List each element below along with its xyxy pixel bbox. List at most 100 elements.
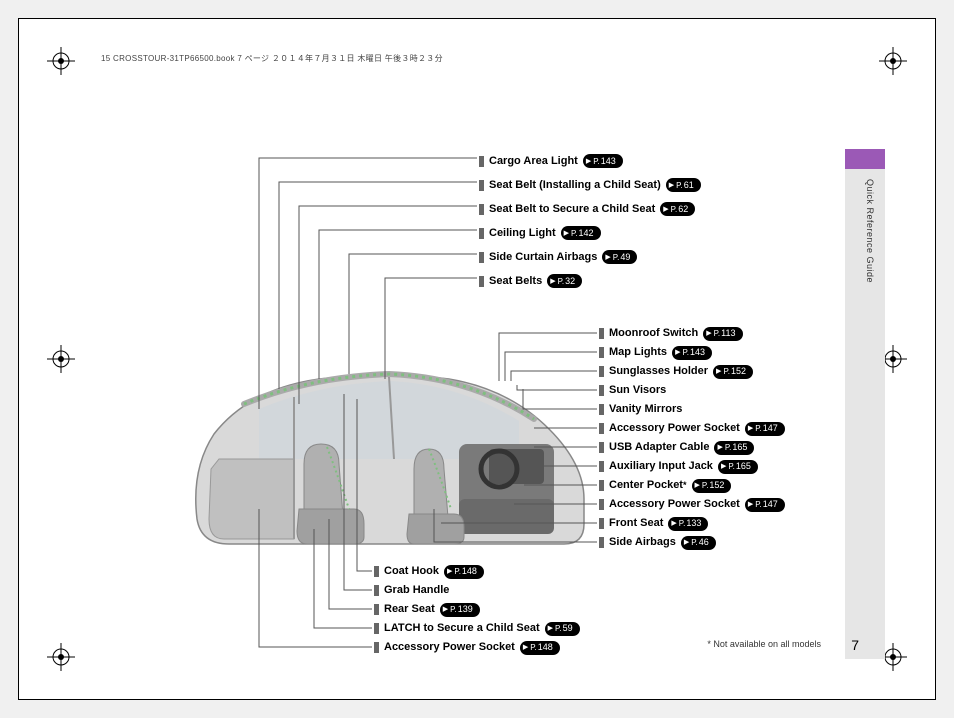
- callout-item: Ceiling Light P.142: [479, 221, 829, 245]
- callout-item: Map Lights P.143: [599, 343, 939, 362]
- callout-label: Ceiling Light: [489, 224, 556, 243]
- callout-label: Auxiliary Input Jack: [609, 457, 713, 476]
- crop-mark-tr: [879, 47, 907, 75]
- bullet-icon: [479, 276, 484, 287]
- callout-item: Seat Belt to Secure a Child Seat P.62: [479, 197, 829, 221]
- callout-label: Vanity Mirrors: [609, 400, 682, 419]
- callout-item: Accessory Power Socket P.147: [599, 419, 939, 438]
- callout-item: Moonroof Switch P.113: [599, 324, 939, 343]
- callout-label: Moonroof Switch: [609, 324, 698, 343]
- bullet-icon: [599, 404, 604, 415]
- page-ref-badge: P.46: [681, 536, 716, 550]
- page-ref-badge: P.152: [713, 365, 753, 379]
- callout-label: LATCH to Secure a Child Seat: [384, 619, 540, 638]
- callout-item: Sunglasses Holder P.152: [599, 362, 939, 381]
- bullet-icon: [374, 642, 379, 653]
- callout-item: Grab Handle: [374, 581, 724, 600]
- callout-item: Front Seat P.133: [599, 514, 939, 533]
- diagram-area: Cargo Area Light P.143 Seat Belt (Installi…: [189, 149, 835, 679]
- page-ref-badge: P.147: [745, 422, 785, 436]
- callout-item: Side Curtain Airbags P.49: [479, 245, 829, 269]
- callout-label: Accessory Power Socket: [609, 419, 740, 438]
- bullet-icon: [599, 328, 604, 339]
- callout-label: Front Seat: [609, 514, 663, 533]
- page-ref-badge: P.49: [602, 250, 637, 264]
- bullet-icon: [599, 499, 604, 510]
- callout-item: Auxiliary Input Jack P.165: [599, 457, 939, 476]
- callouts-bottom: Coat Hook P.148 Grab HandleRear Seat P.139 L…: [374, 562, 724, 657]
- bullet-icon: [374, 604, 379, 615]
- footnote: * Not available on all models: [707, 639, 821, 649]
- page-ref-badge: P.59: [545, 622, 580, 636]
- footnote-star: *: [683, 476, 687, 495]
- callout-item: Seat Belts P.32: [479, 269, 829, 293]
- callout-label: Seat Belt (Installing a Child Seat): [489, 176, 661, 195]
- page-ref-badge: P.165: [714, 441, 754, 455]
- car-cutaway-illustration: [189, 349, 589, 579]
- page-ref-badge: P.113: [703, 327, 742, 341]
- callout-label: Side Airbags: [609, 533, 676, 552]
- bullet-icon: [479, 204, 484, 215]
- callout-label: Seat Belts: [489, 272, 542, 291]
- callout-label: Center Pocket: [609, 476, 683, 495]
- page-ref-badge: P.139: [440, 603, 480, 617]
- callout-label: USB Adapter Cable: [609, 438, 709, 457]
- bullet-icon: [599, 442, 604, 453]
- page-ref-badge: P.148: [520, 641, 560, 655]
- page-ref-badge: P.143: [583, 154, 623, 168]
- crop-mark-ml: [47, 345, 75, 373]
- page-number: 7: [851, 637, 859, 653]
- bullet-icon: [599, 423, 604, 434]
- page-ref-badge: P.148: [444, 565, 484, 579]
- callout-label: Accessory Power Socket: [384, 638, 515, 657]
- bullet-icon: [374, 585, 379, 596]
- book-header: 15 CROSSTOUR-31TP66500.book 7 ページ ２０１４年７…: [101, 53, 443, 64]
- bullet-icon: [599, 385, 604, 396]
- bullet-icon: [599, 366, 604, 377]
- page-ref-badge: P.152: [692, 479, 732, 493]
- callout-label: Sun Visors: [609, 381, 666, 400]
- callout-item: LATCH to Secure a Child Seat P.59: [374, 619, 724, 638]
- callout-item: Side Airbags P.46: [599, 533, 939, 552]
- bullet-icon: [374, 623, 379, 634]
- page-ref-badge: P.32: [547, 274, 582, 288]
- bullet-icon: [479, 180, 484, 191]
- bullet-icon: [599, 461, 604, 472]
- page-ref-badge: P.133: [668, 517, 708, 531]
- page-ref-badge: P.62: [660, 202, 695, 216]
- callout-label: Accessory Power Socket: [609, 495, 740, 514]
- callout-item: Coat Hook P.148: [374, 562, 724, 581]
- callout-item: Seat Belt (Installing a Child Seat)P.61: [479, 173, 829, 197]
- section-title: Quick Reference Guide: [865, 179, 875, 283]
- callout-label: Sunglasses Holder: [609, 362, 708, 381]
- bullet-icon: [479, 252, 484, 263]
- bullet-icon: [599, 518, 604, 529]
- callout-label: Map Lights: [609, 343, 667, 362]
- bullet-icon: [599, 480, 604, 491]
- callout-label: Grab Handle: [384, 581, 449, 600]
- callouts-top: Cargo Area Light P.143 Seat Belt (Installi…: [479, 149, 829, 293]
- callout-label: Cargo Area Light: [489, 152, 578, 171]
- callout-label: Side Curtain Airbags: [489, 248, 597, 267]
- callout-label: Rear Seat: [384, 600, 435, 619]
- callout-item: USB Adapter Cable P.165: [599, 438, 939, 457]
- page-ref-badge: P.143: [672, 346, 712, 360]
- callout-item: Center Pocket* P.152: [599, 476, 939, 495]
- bullet-icon: [599, 347, 604, 358]
- crop-mark-tl: [47, 47, 75, 75]
- page-ref-badge: P.147: [745, 498, 785, 512]
- bullet-icon: [479, 156, 484, 167]
- callouts-right: Moonroof Switch P.113 Map Lights P.143 Sungl…: [599, 324, 939, 552]
- callout-label: Seat Belt to Secure a Child Seat: [489, 200, 655, 219]
- callout-item: Accessory Power Socket P.148: [374, 638, 724, 657]
- callout-item: Sun Visors: [599, 381, 939, 400]
- page-ref-badge: P.165: [718, 460, 758, 474]
- callout-item: Accessory Power Socket P.147: [599, 495, 939, 514]
- callout-item: Cargo Area Light P.143: [479, 149, 829, 173]
- callout-label: Coat Hook: [384, 562, 439, 581]
- bullet-icon: [599, 537, 604, 548]
- callout-item: Rear Seat P.139: [374, 600, 724, 619]
- page-ref-badge: P.142: [561, 226, 601, 240]
- bullet-icon: [374, 566, 379, 577]
- bullet-icon: [479, 228, 484, 239]
